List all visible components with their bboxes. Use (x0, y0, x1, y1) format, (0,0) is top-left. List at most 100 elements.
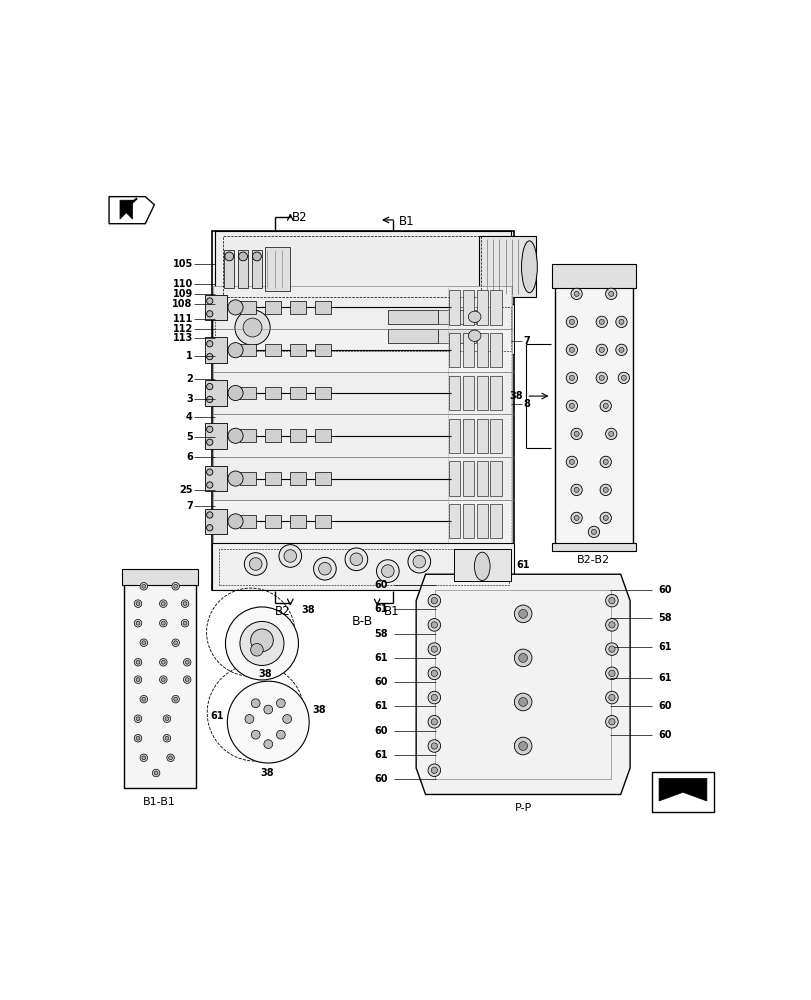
Bar (462, 461, 474, 496)
Bar (251, 250, 262, 288)
Circle shape (251, 643, 263, 656)
Circle shape (183, 602, 187, 606)
Circle shape (154, 771, 158, 775)
Circle shape (565, 456, 577, 468)
Circle shape (134, 734, 142, 742)
Bar (290, 429, 306, 442)
Circle shape (136, 736, 139, 740)
Bar (476, 461, 487, 496)
Bar (453, 549, 510, 581)
Circle shape (513, 649, 531, 667)
Bar (650, 772, 714, 812)
Circle shape (206, 311, 212, 317)
Bar (476, 504, 487, 538)
Circle shape (620, 375, 625, 380)
Bar (447, 286, 510, 329)
Text: 61: 61 (658, 642, 672, 652)
Circle shape (136, 678, 139, 682)
Bar (462, 333, 474, 367)
Circle shape (228, 428, 242, 443)
Circle shape (603, 403, 607, 408)
Circle shape (225, 252, 234, 261)
Bar (223, 236, 480, 297)
Circle shape (603, 487, 607, 492)
Circle shape (242, 318, 262, 337)
Text: 60: 60 (374, 580, 388, 590)
Circle shape (142, 584, 145, 588)
Circle shape (163, 715, 170, 722)
Circle shape (599, 456, 611, 468)
Polygon shape (659, 778, 706, 801)
Circle shape (225, 607, 298, 680)
Text: 38: 38 (508, 391, 522, 401)
Circle shape (134, 600, 142, 607)
Bar (238, 250, 248, 288)
Circle shape (142, 697, 145, 701)
Text: 60: 60 (374, 726, 388, 736)
Circle shape (174, 641, 178, 645)
Circle shape (599, 400, 611, 412)
Bar (212, 457, 512, 500)
Text: B1: B1 (383, 605, 398, 618)
Bar (447, 500, 510, 543)
Bar (315, 515, 331, 528)
Text: 4: 4 (186, 412, 192, 422)
Circle shape (569, 347, 573, 352)
Circle shape (228, 300, 242, 315)
Circle shape (134, 619, 142, 627)
Circle shape (599, 347, 603, 352)
Text: 61: 61 (658, 673, 672, 683)
Circle shape (407, 550, 430, 573)
Circle shape (206, 469, 212, 475)
Bar (219, 549, 508, 585)
Circle shape (252, 252, 261, 261)
Circle shape (228, 385, 242, 401)
Circle shape (159, 619, 167, 627)
Circle shape (431, 694, 437, 701)
Text: B2: B2 (292, 211, 307, 224)
Circle shape (227, 681, 309, 763)
Circle shape (599, 512, 611, 524)
Circle shape (284, 550, 296, 562)
Bar (447, 372, 510, 414)
Bar (448, 419, 460, 453)
Circle shape (139, 695, 148, 703)
Text: 61: 61 (374, 604, 388, 614)
Bar (212, 543, 513, 590)
Bar (490, 504, 501, 538)
Polygon shape (120, 200, 132, 219)
Bar (448, 333, 460, 367)
Bar (490, 333, 501, 367)
Bar (490, 419, 501, 453)
Circle shape (431, 622, 437, 628)
Circle shape (569, 403, 573, 408)
Circle shape (608, 291, 613, 296)
Circle shape (139, 639, 148, 646)
Bar (551, 543, 635, 551)
Circle shape (228, 471, 242, 486)
Circle shape (605, 691, 617, 704)
Circle shape (573, 515, 578, 520)
Bar (265, 247, 290, 291)
Bar (447, 414, 510, 457)
Circle shape (570, 288, 581, 300)
Circle shape (240, 621, 284, 665)
Text: 105: 105 (172, 259, 192, 269)
Circle shape (431, 767, 437, 773)
Bar (264, 301, 281, 314)
Ellipse shape (521, 241, 537, 293)
Circle shape (206, 298, 212, 304)
Bar (264, 429, 281, 442)
Circle shape (427, 764, 440, 777)
Text: 2: 2 (186, 374, 192, 384)
Circle shape (617, 372, 629, 384)
Text: 7: 7 (522, 336, 530, 346)
Circle shape (169, 756, 172, 760)
Circle shape (427, 594, 440, 607)
Circle shape (234, 310, 270, 345)
Text: 61: 61 (210, 711, 224, 721)
Bar (240, 387, 255, 399)
Circle shape (345, 548, 367, 571)
Circle shape (608, 598, 614, 604)
Bar (448, 290, 460, 325)
